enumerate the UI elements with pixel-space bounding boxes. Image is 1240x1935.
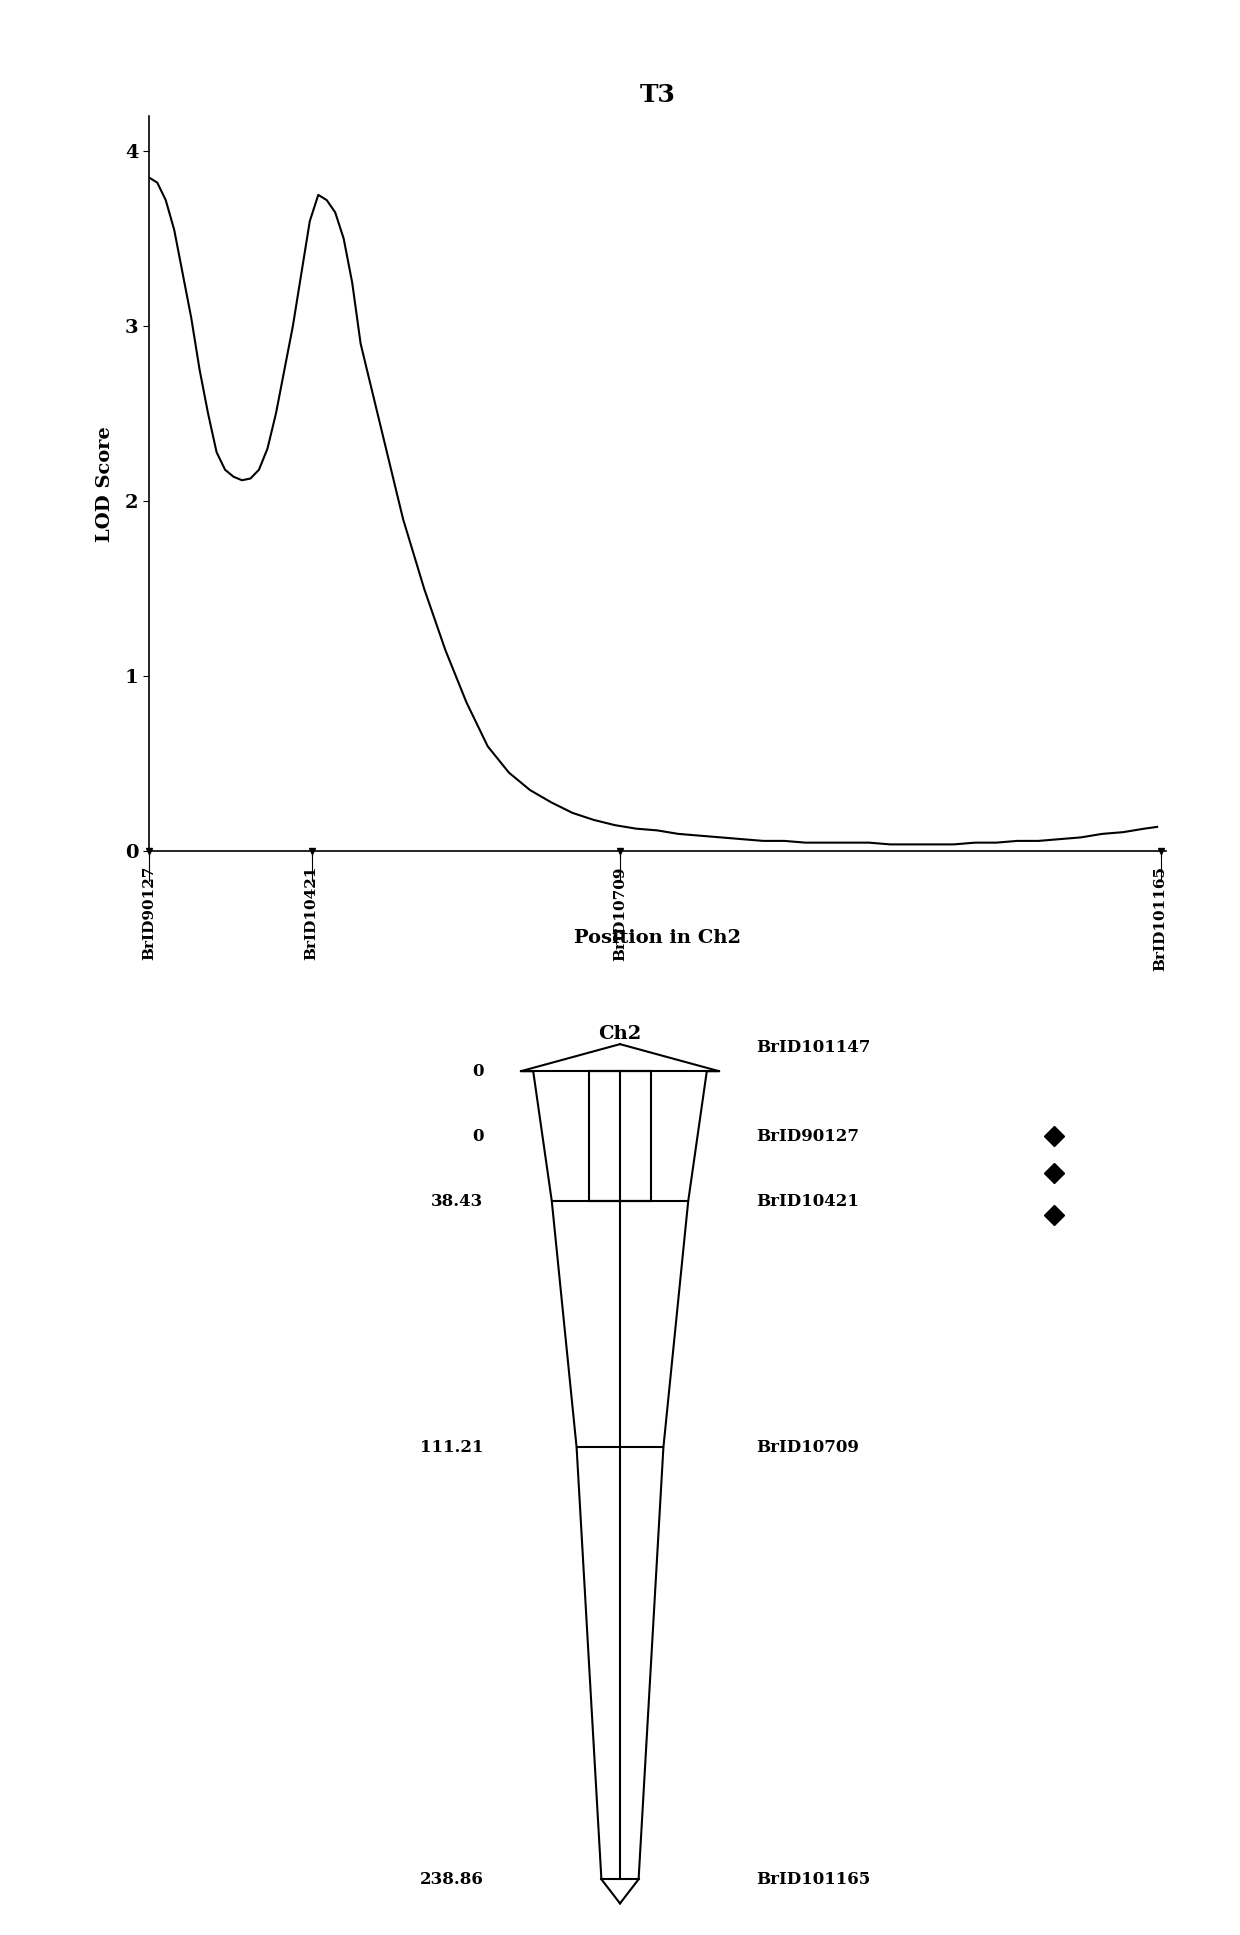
Text: BrID10421: BrID10421	[305, 867, 319, 960]
Text: BrID101147: BrID101147	[756, 1039, 870, 1057]
Text: BrID101165: BrID101165	[756, 1871, 870, 1889]
Text: Position in Ch2: Position in Ch2	[574, 929, 740, 948]
Text: 0: 0	[472, 1062, 484, 1080]
Text: BrID10709: BrID10709	[756, 1440, 859, 1455]
Y-axis label: LOD Score: LOD Score	[95, 426, 114, 542]
Text: BrID90127: BrID90127	[756, 1128, 859, 1146]
Text: 111.21: 111.21	[420, 1440, 484, 1455]
Title: T3: T3	[640, 83, 675, 106]
Text: 238.86: 238.86	[419, 1871, 484, 1889]
Text: BrID10709: BrID10709	[613, 867, 627, 960]
Text: 38.43: 38.43	[432, 1192, 484, 1209]
Text: Ch2: Ch2	[599, 1026, 641, 1043]
Text: 0: 0	[472, 1128, 484, 1146]
Text: BrID10421: BrID10421	[756, 1192, 859, 1209]
Text: BrID101165: BrID101165	[1153, 867, 1168, 971]
Text: BrID90127: BrID90127	[141, 867, 156, 960]
